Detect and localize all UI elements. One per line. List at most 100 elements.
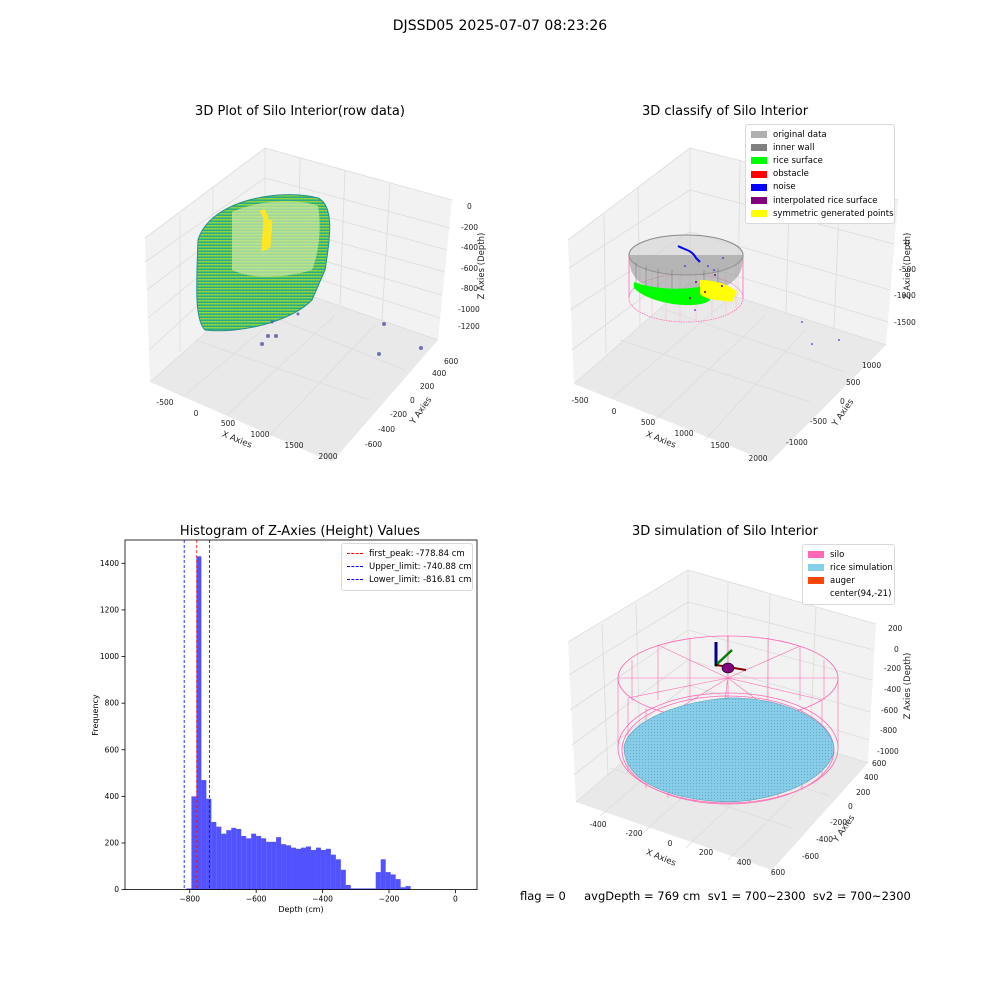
z-tick-label: -1000 xyxy=(877,747,899,756)
histogram-bar xyxy=(395,879,401,890)
x-tick-label: −200 xyxy=(379,895,400,904)
x-tick-label: −800 xyxy=(179,895,200,904)
y-tick-label: -600 xyxy=(365,440,382,449)
y-tick-label: 800 xyxy=(105,699,120,708)
histogram-bar xyxy=(226,830,232,890)
x-tick-label: -500 xyxy=(156,398,173,407)
histogram-bar xyxy=(246,838,252,890)
legend-item: noise xyxy=(751,181,889,194)
histogram-bar xyxy=(330,854,336,890)
legend-swatch xyxy=(751,131,767,139)
y-tick-label: 1000 xyxy=(862,361,881,370)
rice-simulation-surface xyxy=(623,697,835,803)
x-axis-label: X Axies xyxy=(220,430,253,451)
classify-legend: original data inner wall rice surface ob… xyxy=(745,124,895,225)
z-tick-label: -200 xyxy=(461,223,478,232)
histogram-bar xyxy=(296,848,301,890)
legend-item: center(94,-21) xyxy=(808,588,892,601)
classify-panel-title: 3D classify of Silo Interior xyxy=(641,104,809,119)
y-tick-label: -200 xyxy=(390,410,407,419)
histogram-bar xyxy=(365,888,371,890)
legend-swatch xyxy=(808,591,824,598)
histogram-bar xyxy=(186,888,192,890)
z-tick-label: 0 xyxy=(894,645,899,654)
raw-3d-plot[interactable]: -500 0 500 1000 1500 2000 -600 -400 -200… xyxy=(0,0,500,500)
histogram-bar xyxy=(241,835,247,890)
histogram-bar xyxy=(375,872,381,890)
legend-label: center(94,-21) xyxy=(830,589,892,600)
legend-swatch xyxy=(751,210,767,218)
z-tick-label: -1000 xyxy=(894,291,916,300)
y-tick-label: 0 xyxy=(114,885,119,894)
x-tick-label: 0 xyxy=(194,409,199,418)
z-tick-label: -200 xyxy=(884,664,901,673)
x-tick-label: -500 xyxy=(571,396,588,405)
y-tick-label: 600 xyxy=(872,759,887,768)
y-tick-label: 400 xyxy=(432,369,447,378)
legend-line xyxy=(347,579,363,581)
z-tick-label: -800 xyxy=(880,726,897,735)
classify-3d-plot[interactable]: -500 0 500 1000 1500 2000 -1000 -500 0 5… xyxy=(500,0,1000,500)
histogram-bar xyxy=(276,837,282,890)
legend-label: symmetric generated points xyxy=(773,208,894,219)
legend-swatch xyxy=(751,157,767,165)
x-tick-label: 600 xyxy=(771,868,786,877)
z-tick-label: -600 xyxy=(881,706,898,715)
z-tick-label: -1500 xyxy=(894,318,916,327)
legend-swatch xyxy=(808,564,824,572)
z-tick-label: -400 xyxy=(461,243,478,252)
legend-label: inner wall xyxy=(773,142,815,153)
y-tick-label: -400 xyxy=(816,835,833,844)
z-tick-label: -800 xyxy=(461,284,478,293)
auger xyxy=(714,642,747,674)
raw-panel-title: 3D Plot of Silo Interior(row data) xyxy=(195,104,405,119)
histogram-bar xyxy=(385,872,391,890)
x-tick-label: 1500 xyxy=(284,441,303,450)
legend-item: Upper_limit: -740.88 cm xyxy=(347,560,472,573)
y-tick-label: 500 xyxy=(846,378,861,387)
legend-item: Lower_limit: -816.81 cm xyxy=(347,573,471,586)
histogram-bar xyxy=(206,798,212,890)
z-axis-label: Z Axies (Depth) xyxy=(477,233,487,300)
z-tick-label: -600 xyxy=(461,264,478,273)
histogram-bar xyxy=(315,847,321,890)
x-tick-label: 400 xyxy=(737,858,752,867)
legend-item: inner wall xyxy=(751,141,889,154)
x-tick-label: 1000 xyxy=(674,429,693,438)
legend-item: rice surface xyxy=(751,154,889,167)
y-tick-label: -500 xyxy=(810,417,827,426)
y-tick-label: 200 xyxy=(420,382,435,391)
x-tick-label: −600 xyxy=(246,895,267,904)
legend-label: first_peak: -778.84 cm xyxy=(369,548,465,559)
z-tick-label: -1200 xyxy=(458,322,480,331)
y-tick-label: 200 xyxy=(856,788,871,797)
histogram-bar xyxy=(266,841,272,890)
legend-item: original data xyxy=(751,128,889,141)
y-tick-label: 600 xyxy=(444,357,459,366)
histogram-bar xyxy=(370,888,376,890)
histogram-bar xyxy=(355,888,361,890)
z-tick-label: 0 xyxy=(467,202,472,211)
legend-label: rice simulation xyxy=(830,562,893,573)
x-tick-label: 1500 xyxy=(710,441,729,450)
z-tick-label: -500 xyxy=(899,265,916,274)
x-axis-label: Depth (cm) xyxy=(278,905,323,914)
legend-label: rice surface xyxy=(773,155,823,166)
legend-label: noise xyxy=(773,182,796,193)
histogram-chart[interactable]: −800 −600 −400 −200 0 0 200 400 600 800 1000 1200 1… xyxy=(0,500,500,1000)
y-tick-label: 1000 xyxy=(100,652,119,661)
x-tick-label: 0 xyxy=(668,839,673,848)
histogram-bar xyxy=(191,796,197,890)
x-tick-label: 200 xyxy=(699,848,714,857)
z-tick-label: 200 xyxy=(888,624,903,633)
histogram-bar xyxy=(305,846,311,890)
y-tick-label: 0 xyxy=(848,802,853,811)
histogram-bar xyxy=(345,884,351,890)
legend-label: auger xyxy=(830,575,855,586)
histogram-bar xyxy=(405,886,411,890)
histogram-legend: first_peak: -778.84 cm Upper_limit: -740… xyxy=(341,543,473,591)
simulation-3d-plot[interactable]: -400 -200 0 200 400 600 -600 -400 -200 0… xyxy=(500,500,1000,1000)
histogram-bar xyxy=(256,835,262,890)
status-footer: flag = 0 avgDepth = 769 cm sv1 = 700~230… xyxy=(520,889,911,903)
histogram-bar xyxy=(325,848,331,890)
